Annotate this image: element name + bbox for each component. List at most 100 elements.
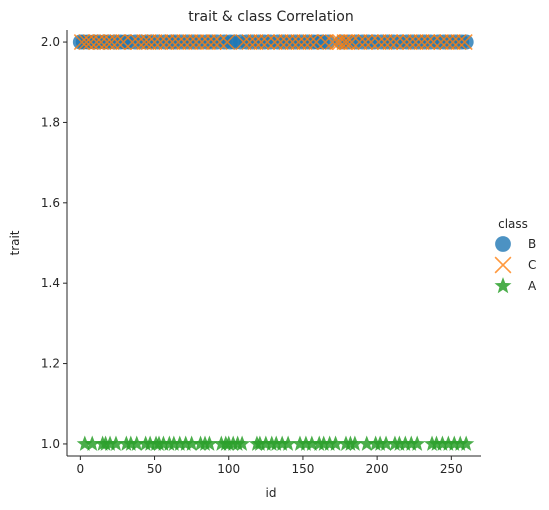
data-point-C — [357, 33, 374, 51]
data-point-C — [395, 33, 412, 51]
data-point-C — [296, 33, 313, 51]
data-point-C — [302, 33, 319, 51]
data-point-A — [397, 435, 414, 451]
data-point-A — [122, 435, 139, 451]
data-point-A — [428, 435, 445, 451]
data-point-A — [107, 435, 125, 451]
data-point-C — [193, 33, 211, 51]
data-point-C — [247, 33, 264, 51]
data-point-C — [278, 33, 295, 51]
data-point-C — [188, 33, 205, 51]
data-point-A — [201, 435, 218, 451]
data-point-A — [142, 435, 159, 451]
y-axis-label: trait — [8, 230, 22, 255]
x-tick-label: 50 — [147, 462, 162, 476]
data-point-C — [382, 33, 399, 51]
data-point-C — [219, 33, 236, 51]
data-point-C — [170, 33, 187, 51]
data-point-A — [391, 435, 408, 451]
data-point-C — [164, 33, 181, 51]
data-point-C — [211, 33, 228, 51]
data-point-C — [259, 33, 276, 51]
data-point-C — [450, 33, 467, 51]
legend-label-B: B — [528, 237, 536, 251]
data-point-C — [284, 33, 301, 51]
data-point-A — [372, 435, 389, 451]
data-point-A — [403, 435, 420, 451]
data-point-C — [388, 33, 405, 51]
data-point-B — [458, 34, 474, 50]
data-point-A — [155, 435, 172, 451]
data-point-C — [152, 33, 169, 51]
data-point-A — [446, 435, 463, 451]
data-point-A — [257, 435, 274, 451]
x-tick-label: 200 — [366, 462, 389, 476]
legend: class BCA — [494, 217, 537, 294]
data-point-C — [376, 33, 393, 51]
x-tick-label: 0 — [77, 462, 85, 476]
data-point-A — [234, 435, 251, 451]
data-point-C — [290, 33, 307, 51]
data-point-A — [268, 435, 285, 451]
x-tick-label: 100 — [217, 462, 240, 476]
x-axis-label: id — [266, 486, 277, 500]
data-point-A — [251, 435, 268, 451]
data-point-A — [171, 435, 188, 451]
y-tick-label: 1.6 — [41, 196, 60, 210]
data-point-C — [444, 33, 461, 51]
data-point-C — [331, 33, 349, 51]
data-point-C — [324, 33, 341, 51]
data-point-C — [272, 33, 289, 51]
x-ticks: 0 50 100 150 200 250 — [77, 456, 463, 476]
data-point-C — [266, 33, 283, 51]
data-point-C — [235, 33, 252, 51]
data-point-A — [274, 435, 291, 451]
legend-entry-B: B — [495, 236, 536, 252]
y-tick-label: 2.0 — [41, 35, 60, 49]
data-point-C — [425, 33, 442, 51]
data-point-A — [291, 435, 309, 451]
data-point-C — [438, 33, 455, 51]
y-tick-label: 1.2 — [41, 357, 60, 371]
data-point-A — [177, 435, 194, 451]
series-C — [73, 33, 473, 51]
legend-marker-A — [494, 277, 512, 294]
data-point-C — [407, 33, 424, 51]
legend-title: class — [498, 217, 528, 231]
data-point-A — [165, 435, 182, 451]
data-point-A — [84, 435, 101, 451]
data-point-C — [339, 33, 356, 51]
data-point-C — [419, 33, 436, 51]
data-point-A — [440, 435, 457, 451]
data-point-A — [183, 435, 200, 451]
data-point-C — [124, 33, 141, 51]
data-point-A — [327, 435, 344, 451]
data-point-A — [434, 435, 451, 451]
legend-entry-A: A — [494, 277, 537, 294]
data-point-C — [343, 33, 360, 51]
plot-area — [72, 33, 475, 451]
data-point-C — [176, 33, 193, 51]
data-point-B — [320, 34, 336, 50]
data-point-C — [363, 33, 380, 51]
data-point-C — [432, 33, 450, 51]
data-point-A — [303, 435, 320, 451]
data-point-C — [205, 33, 222, 51]
data-point-A — [315, 435, 332, 451]
data-point-A — [358, 435, 375, 451]
data-point-C — [199, 33, 217, 51]
data-point-C — [317, 33, 334, 51]
y-tick-label: 1.4 — [41, 276, 60, 290]
y-tick-label: 1.0 — [41, 437, 60, 451]
x-tick-label: 250 — [440, 462, 463, 476]
data-point-C — [109, 33, 126, 51]
data-point-C — [336, 33, 353, 51]
data-point-C — [401, 33, 418, 51]
data-point-C — [182, 33, 199, 51]
x-tick-label: 150 — [291, 462, 314, 476]
data-point-C — [103, 33, 120, 51]
y-tick-label: 1.8 — [41, 115, 60, 129]
data-point-A — [321, 435, 338, 451]
data-point-A — [346, 435, 363, 451]
